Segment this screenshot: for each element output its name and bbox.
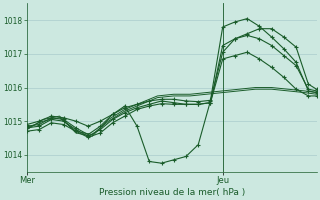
X-axis label: Pression niveau de la mer( hPa ): Pression niveau de la mer( hPa ) — [99, 188, 245, 197]
